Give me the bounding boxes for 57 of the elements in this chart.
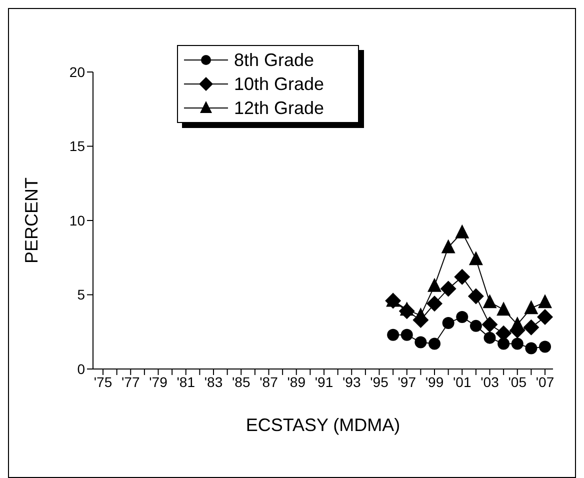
point <box>539 340 551 353</box>
x-tick-label: '95 <box>370 374 389 390</box>
y-tick-label: 0 <box>77 360 86 377</box>
point <box>538 294 552 308</box>
x-tick-label: '79 <box>149 374 168 390</box>
x-tick-label: '91 <box>314 374 334 390</box>
y-axis-title: PERCENT <box>21 177 42 264</box>
point <box>400 328 413 341</box>
y-tick-label: 20 <box>69 64 86 80</box>
point <box>525 342 538 354</box>
point <box>387 328 400 341</box>
x-tick-label: '05 <box>508 374 527 390</box>
x-tick-label: '81 <box>176 374 196 390</box>
x-axis-title: ECSTASY (MDMA) <box>246 415 400 435</box>
point <box>511 338 524 350</box>
x-tick-label: '93 <box>342 374 361 390</box>
point <box>455 224 470 238</box>
point <box>482 316 498 332</box>
point <box>454 268 470 285</box>
x-tick-label: '85 <box>232 374 250 390</box>
point <box>470 320 482 332</box>
y-tick-label: 10 <box>69 212 86 228</box>
point <box>498 338 510 350</box>
point <box>442 316 454 329</box>
y-tick-label: 5 <box>77 286 86 303</box>
x-tick-label: '75 <box>94 374 112 390</box>
point <box>484 332 496 344</box>
point <box>482 294 497 308</box>
x-tick-label: '03 <box>480 374 500 390</box>
point <box>400 302 414 316</box>
point <box>414 308 428 322</box>
x-tick-label: '07 <box>536 374 554 390</box>
point <box>440 280 456 297</box>
y-tick-label: 15 <box>69 138 86 154</box>
point <box>441 239 456 254</box>
point <box>468 288 484 304</box>
x-tick-label: '77 <box>122 374 140 390</box>
x-tick-label: '89 <box>287 374 306 390</box>
x-tick-label: '97 <box>398 374 416 390</box>
point <box>510 316 524 330</box>
point <box>524 300 538 314</box>
x-tick-label: '01 <box>453 374 472 390</box>
x-tick-label: '83 <box>204 374 223 390</box>
legend-label: 12th Grade <box>234 98 324 118</box>
point <box>426 296 442 312</box>
point <box>496 302 511 316</box>
point <box>428 278 442 292</box>
point <box>468 251 483 266</box>
point <box>537 309 553 326</box>
x-tick-label: '99 <box>425 374 444 390</box>
legend-label: 10th Grade <box>234 74 324 94</box>
point <box>428 338 440 350</box>
legend-label: 8th Grade <box>234 50 314 70</box>
point <box>414 336 427 348</box>
x-tick-label: '87 <box>260 374 278 390</box>
point <box>456 311 468 324</box>
point <box>523 319 540 336</box>
